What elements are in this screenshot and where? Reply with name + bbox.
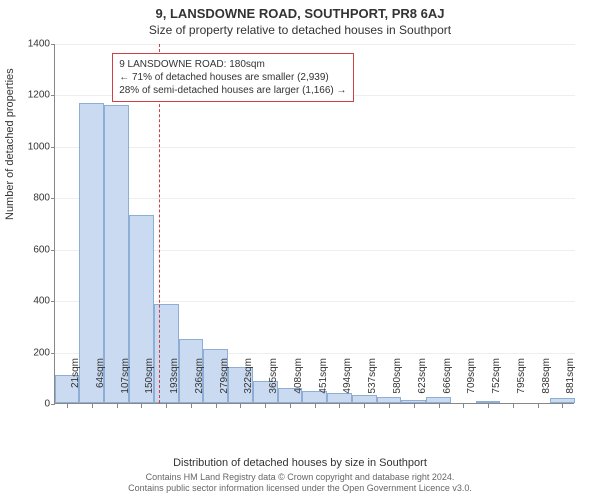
ytick-mark [51, 198, 55, 199]
xtick-mark [191, 404, 192, 408]
ytick-label: 400 [20, 296, 50, 307]
xtick-mark [67, 404, 68, 408]
xtick-label: 193sqm [169, 358, 180, 408]
xtick-mark [315, 404, 316, 408]
page-title: 9, LANSDOWNE ROAD, SOUTHPORT, PR8 6AJ [0, 0, 600, 21]
annotation-line: ← 71% of detached houses are smaller (2,… [119, 71, 346, 84]
xtick-label: 322sqm [243, 358, 254, 408]
xtick-mark [290, 404, 291, 408]
y-axis-label: Number of detached properties [4, 68, 16, 220]
xtick-label: 666sqm [442, 358, 453, 408]
xtick-label: 838sqm [541, 358, 552, 408]
ytick-label: 1000 [20, 141, 50, 152]
xtick-label: 236sqm [194, 358, 205, 408]
xtick-mark [216, 404, 217, 408]
xtick-label: 21sqm [70, 358, 81, 408]
ytick-label: 1200 [20, 90, 50, 101]
gridline [55, 147, 575, 148]
ytick-label: 600 [20, 244, 50, 255]
ytick-mark [51, 147, 55, 148]
xtick-mark [513, 404, 514, 408]
xtick-mark [414, 404, 415, 408]
xtick-mark [265, 404, 266, 408]
xtick-label: 451sqm [318, 358, 329, 408]
xtick-label: 795sqm [516, 358, 527, 408]
ytick-mark [51, 301, 55, 302]
gridline [55, 198, 575, 199]
xtick-label: 64sqm [95, 358, 106, 408]
xtick-label: 537sqm [367, 358, 378, 408]
ytick-label: 0 [20, 399, 50, 410]
xtick-mark [389, 404, 390, 408]
xtick-mark [439, 404, 440, 408]
xtick-label: 279sqm [219, 358, 230, 408]
xtick-mark [92, 404, 93, 408]
xtick-mark [117, 404, 118, 408]
xtick-mark [463, 404, 464, 408]
chart-area: 21sqm64sqm107sqm150sqm193sqm236sqm279sqm… [54, 44, 574, 404]
footer-attribution: Contains HM Land Registry data © Crown c… [0, 472, 600, 494]
xtick-mark [488, 404, 489, 408]
annotation-callout: 9 LANSDOWNE ROAD: 180sqm← 71% of detache… [112, 53, 353, 102]
xtick-mark [339, 404, 340, 408]
xtick-label: 365sqm [268, 358, 279, 408]
xtick-mark [538, 404, 539, 408]
xtick-label: 623sqm [417, 358, 428, 408]
xtick-label: 881sqm [565, 358, 576, 408]
xtick-label: 107sqm [120, 358, 131, 408]
ytick-mark [51, 95, 55, 96]
ytick-label: 1400 [20, 39, 50, 50]
footer-line-1: Contains HM Land Registry data © Crown c… [0, 472, 600, 483]
annotation-line: 9 LANSDOWNE ROAD: 180sqm [119, 58, 346, 71]
ytick-mark [51, 250, 55, 251]
ytick-mark [51, 404, 55, 405]
ytick-label: 800 [20, 193, 50, 204]
xtick-label: 752sqm [491, 358, 502, 408]
xtick-label: 494sqm [342, 358, 353, 408]
xtick-label: 580sqm [392, 358, 403, 408]
ytick-mark [51, 44, 55, 45]
footer-line-2: Contains public sector information licen… [0, 483, 600, 494]
ytick-label: 200 [20, 347, 50, 358]
xtick-mark [364, 404, 365, 408]
ytick-mark [51, 353, 55, 354]
plot-area: 21sqm64sqm107sqm150sqm193sqm236sqm279sqm… [54, 44, 574, 404]
x-axis-label: Distribution of detached houses by size … [0, 457, 600, 469]
xtick-mark [166, 404, 167, 408]
page-subtitle: Size of property relative to detached ho… [0, 21, 600, 37]
xtick-label: 150sqm [144, 358, 155, 408]
xtick-mark [141, 404, 142, 408]
xtick-mark [240, 404, 241, 408]
annotation-line: 28% of semi-detached houses are larger (… [119, 84, 346, 97]
xtick-mark [562, 404, 563, 408]
xtick-label: 709sqm [466, 358, 477, 408]
gridline [55, 44, 575, 45]
xtick-label: 408sqm [293, 358, 304, 408]
